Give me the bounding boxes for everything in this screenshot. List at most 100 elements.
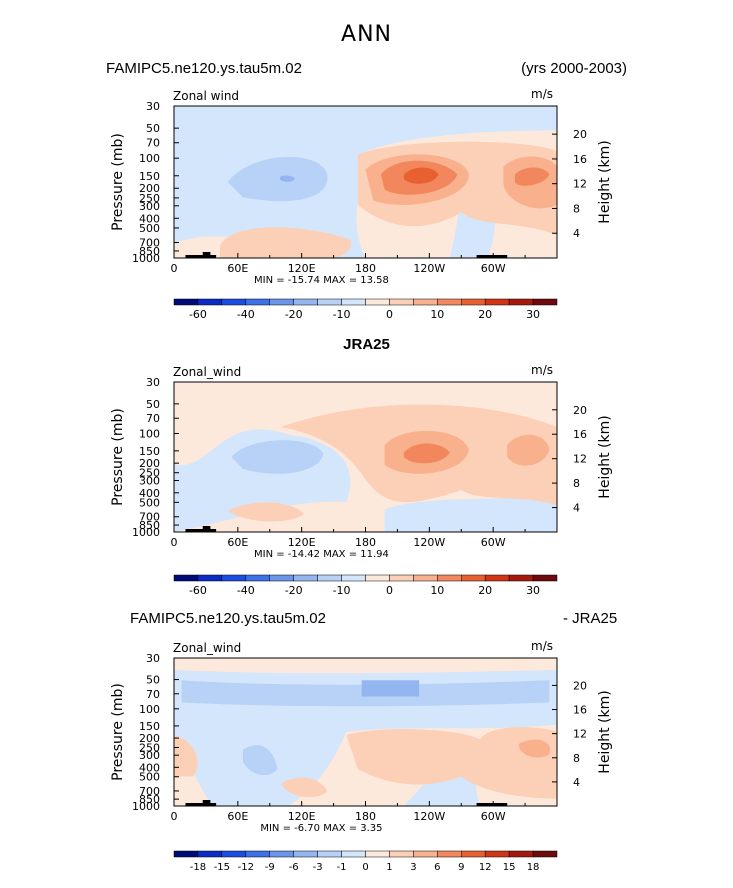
panel3-height-tick-label: 16 [573, 704, 587, 717]
panel3-colorbar-box [437, 850, 462, 858]
panel3-x-tick-label: 180 [355, 810, 376, 823]
panel1-colorbar-box [221, 298, 247, 306]
panel3-colorbar-box [461, 850, 486, 858]
panel2-colorbar-box [245, 574, 270, 582]
panel2-height-tick-label: 12 [573, 453, 587, 466]
panel1-height-tick-label: 4 [573, 227, 580, 240]
panel3-pressure-tick-label: 250 [139, 741, 160, 754]
panel2-ylabel: Pressure (mb) [110, 408, 126, 506]
panel3-pressure-tick-label: 200 [139, 732, 160, 745]
panel1-contour-field [174, 106, 557, 258]
panel2-colorbar-box [197, 574, 223, 582]
panel3-pressure-tick-label: 500 [139, 771, 160, 784]
panel1-colorbar-box [293, 298, 318, 306]
panel1-colorbar-label: 20 [478, 308, 492, 321]
panel2-colorbar-box [461, 574, 486, 582]
panel3-height-tick-label: 20 [573, 679, 587, 692]
panel3-pressure-tick-label: 850 [139, 793, 160, 806]
panel2-x-tick-label: 0 [171, 536, 178, 549]
panel1-contour-region [514, 167, 550, 186]
panel2-height-tick-label: 4 [573, 502, 580, 515]
panel2-pressure-tick-label: 250 [139, 467, 160, 480]
panel1-colorbar-box [389, 298, 414, 306]
panel3-height-tick-label: 4 [573, 776, 580, 789]
panel3-colorbar-box [365, 850, 390, 858]
figure-title: ANN [341, 22, 392, 47]
panel1-pressure-tick-label: 400 [139, 212, 160, 225]
panel3-units: m/s [531, 639, 553, 653]
panel2-min-max: MIN = -14.42 MAX = 11.94 [254, 549, 389, 560]
panel1-pressure-tick-label: 500 [139, 222, 160, 235]
panel3-colorbar-box [389, 850, 414, 858]
panel1-contour-region [227, 156, 328, 202]
panel3-height-tick-label: 8 [573, 752, 580, 765]
panel2-height-tick-label: 20 [573, 404, 587, 417]
panel1-pressure-tick-label: 200 [139, 182, 160, 195]
panel2-colorbar-box [341, 574, 366, 582]
panel2-pressure-tick-label: 30 [146, 376, 160, 389]
panel3-pressure-tick-label: 70 [146, 688, 160, 701]
panel2-colorbar-box [317, 574, 342, 582]
panel1-x-tick-label: 120E [288, 262, 316, 275]
panel3-colorbar-label: 6 [434, 862, 440, 873]
panel3-colorbar-label: 1 [386, 862, 392, 873]
panel1-contour-region [403, 167, 439, 184]
panel2-x-tick-label: 60W [481, 536, 506, 549]
panel3-colorbar-box [413, 850, 438, 858]
panel3-colorbar-label: -9 [265, 862, 275, 873]
panel3-x-tick-label: 60E [227, 810, 248, 823]
panel2-contour-region [384, 494, 557, 532]
panel2-height-tick-label: 8 [573, 477, 580, 490]
panel1-title-right: (yrs 2000-2003) [521, 60, 627, 77]
panel1-colorbar-label: 0 [386, 308, 393, 321]
panel1-height-tick-label: 16 [573, 153, 587, 166]
panel3-contour-region [518, 739, 550, 758]
panel3-variable-label: Zonal_wind [173, 641, 241, 655]
panel3-colorbar-label: 15 [503, 862, 516, 873]
panel1-x-tick-label: 0 [171, 262, 178, 275]
panel1-colorbar-box [461, 298, 486, 306]
panel1-title-left: FAMIPC5.ne120.ys.tau5m.02 [106, 60, 302, 77]
panel2-x-tick-label: 120W [413, 536, 445, 549]
panel2-colorbar-box [484, 574, 510, 582]
panel2-pressure-tick-label: 400 [139, 487, 160, 500]
panel3-pressure-tick-label: 300 [139, 749, 160, 762]
panel1-pressure-tick-label: 250 [139, 192, 160, 205]
panel2-x-tick-label: 60E [227, 536, 248, 549]
panel1-colorbar-box [484, 298, 510, 306]
panel1-pressure-tick-label: 300 [139, 200, 160, 213]
panel3-colorbar-box [341, 850, 366, 858]
panel3-colorbar-box [508, 850, 534, 858]
panel3-x-tick-label: 120W [413, 810, 445, 823]
panel2-pressure-tick-label: 50 [146, 398, 160, 411]
panel1-pressure-tick-label: 30 [146, 100, 160, 113]
panel3-pressure-tick-label: 30 [146, 652, 160, 665]
panel2-colorbar-label: -60 [189, 584, 207, 597]
panel2-pressure-tick-label: 500 [139, 496, 160, 509]
panel1-pressure-tick-label: 100 [139, 152, 160, 165]
panel3-colorbar-label: -1 [337, 862, 347, 873]
panel1-colorbar-box [317, 298, 342, 306]
panel2-colorbar-box [508, 574, 534, 582]
panel1-contour-region [279, 175, 295, 182]
panel3-ylabel-right: Height (km) [597, 690, 613, 773]
panel2-pressure-tick-label: 1000 [132, 526, 160, 539]
panel2-contour-field [174, 382, 557, 532]
panel1-colorbar-box [508, 298, 534, 306]
panel1-height-tick-label: 20 [573, 128, 587, 141]
panel2-colorbar-box [269, 574, 294, 582]
panel1-topography [202, 252, 211, 258]
panel1-colorbar-label: 10 [430, 308, 444, 321]
panel3-contour-region [281, 777, 328, 798]
panel3-contour-region [242, 745, 278, 776]
panel2-colorbar-label: -10 [333, 584, 351, 597]
panel3-colorbar-label: 12 [479, 862, 492, 873]
panel1-pressure-tick-label: 70 [146, 137, 160, 150]
panel2-colorbar-label: 20 [478, 584, 492, 597]
panel2-colorbar-label: 10 [430, 584, 444, 597]
panel1-pressure-tick-label: 1000 [132, 252, 160, 265]
panel2-contour-region [227, 502, 305, 522]
panel3-topography [476, 803, 508, 806]
panel3-colorbar-label: -18 [190, 862, 206, 873]
